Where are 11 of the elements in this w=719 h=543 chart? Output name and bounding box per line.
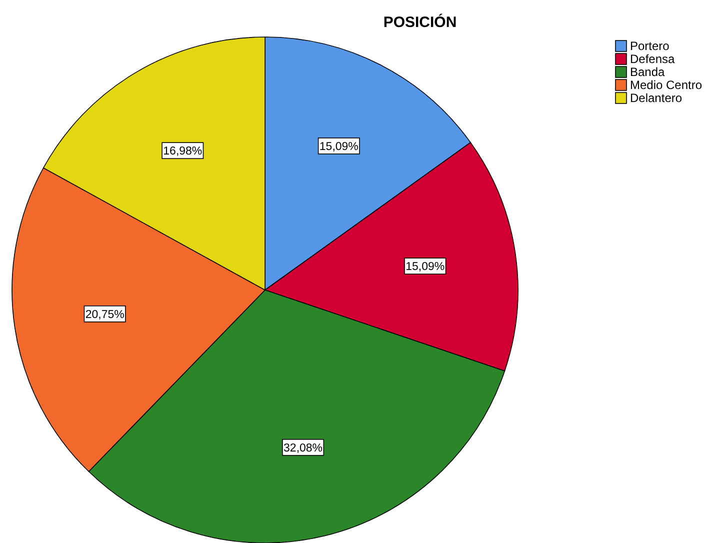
legend-label: Medio Centro <box>630 78 702 92</box>
legend-label: Defensa <box>630 52 676 66</box>
data-label: 32,08% <box>284 442 323 454</box>
chart-title: POSICIÓN <box>383 13 457 31</box>
legend-label: Banda <box>630 65 666 79</box>
legend-label: Portero <box>630 39 670 53</box>
data-label: 15,09% <box>406 261 445 274</box>
data-label: 20,75% <box>85 308 124 321</box>
data-label: 15,09% <box>319 140 358 153</box>
legend-label: Delantero <box>630 91 682 105</box>
data-label: 16,98% <box>163 146 202 158</box>
